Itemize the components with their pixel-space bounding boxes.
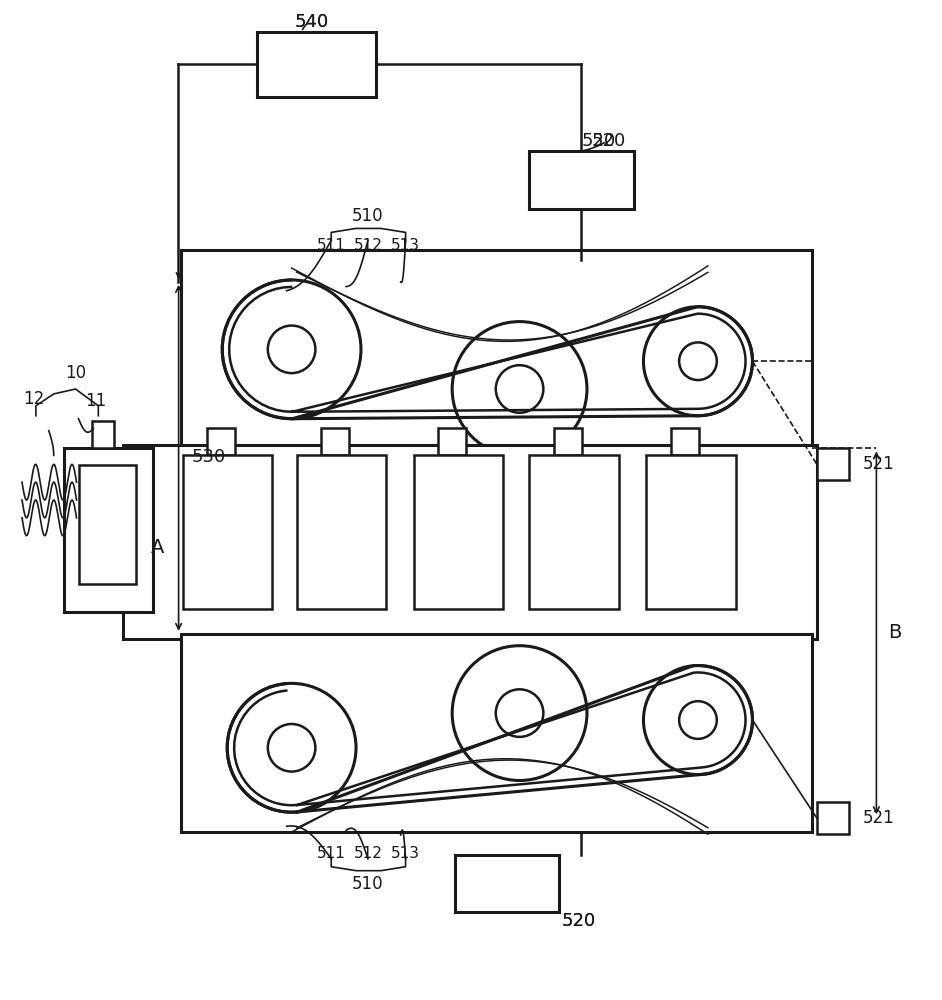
- Text: 12: 12: [24, 390, 44, 408]
- Circle shape: [452, 646, 587, 780]
- Bar: [672, 428, 699, 455]
- Text: 11: 11: [85, 392, 106, 410]
- Bar: [78, 465, 136, 584]
- Bar: [554, 428, 582, 455]
- Bar: [455, 855, 560, 912]
- Circle shape: [227, 683, 356, 812]
- Bar: [64, 448, 153, 612]
- Bar: [181, 250, 812, 448]
- Bar: [297, 455, 386, 609]
- Circle shape: [679, 342, 717, 380]
- Text: 513: 513: [391, 238, 420, 253]
- Bar: [257, 32, 376, 97]
- Text: 540: 540: [294, 13, 329, 31]
- Text: 511: 511: [317, 238, 346, 253]
- Text: 520: 520: [582, 132, 616, 150]
- Text: B: B: [888, 623, 901, 642]
- Text: 513: 513: [391, 846, 420, 861]
- Circle shape: [495, 689, 544, 737]
- Bar: [817, 802, 849, 834]
- Text: 520: 520: [562, 912, 596, 930]
- Text: 521: 521: [863, 809, 894, 827]
- Circle shape: [268, 724, 316, 772]
- Text: 512: 512: [353, 238, 382, 253]
- Bar: [123, 445, 817, 639]
- Text: 520: 520: [562, 912, 596, 930]
- Text: A: A: [151, 538, 165, 557]
- Text: 520: 520: [592, 132, 625, 150]
- Bar: [414, 455, 503, 609]
- Text: 511: 511: [317, 846, 346, 861]
- Text: 10: 10: [65, 364, 86, 382]
- Bar: [529, 455, 619, 609]
- Bar: [321, 428, 349, 455]
- Circle shape: [452, 322, 587, 456]
- Text: 510: 510: [352, 207, 383, 225]
- Circle shape: [679, 701, 717, 739]
- Text: 521: 521: [863, 455, 894, 473]
- Bar: [92, 421, 114, 448]
- Bar: [183, 455, 272, 609]
- Circle shape: [268, 326, 316, 373]
- Circle shape: [495, 365, 544, 413]
- Text: 530: 530: [191, 448, 225, 466]
- Bar: [438, 428, 466, 455]
- Circle shape: [222, 280, 361, 419]
- Text: 540: 540: [294, 13, 329, 31]
- Text: 510: 510: [352, 875, 383, 893]
- Bar: [646, 455, 736, 609]
- Bar: [529, 151, 634, 209]
- Bar: [207, 428, 236, 455]
- Bar: [817, 448, 849, 480]
- Circle shape: [643, 666, 753, 775]
- Text: 512: 512: [353, 846, 382, 861]
- Circle shape: [643, 307, 753, 416]
- Bar: [181, 634, 812, 832]
